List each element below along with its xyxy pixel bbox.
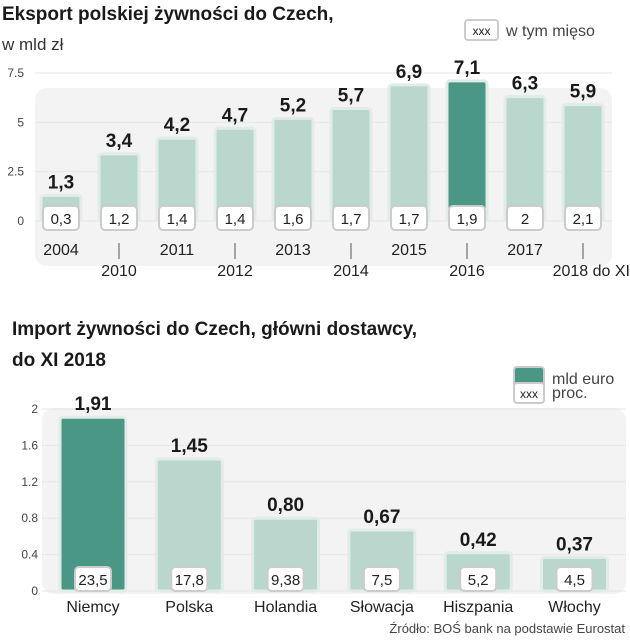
inner-value-label: 7,5 [371,572,392,589]
chart2-legend: mld euro xxx proc. [513,366,614,404]
inner-value-label: 1,7 [399,211,420,228]
y-tick-label: 0.8 [21,511,38,525]
bar-value-label: 0,80 [267,495,304,516]
inner-value-box [216,205,254,231]
bar-value-label: 1,91 [75,394,112,415]
legend-label-mld-euro: mld euro [552,371,614,388]
chart2-subtitle: do XI 2018 [12,350,106,371]
y-tick-label: 1.6 [21,438,38,452]
inner-value-box [170,566,209,592]
chart1-subtitle: w mld zł [1,35,64,54]
legend-box [464,19,499,41]
inner-value-label: 1,6 [283,211,304,228]
chart2-title: Import żywności do Czech, główni dostawc… [12,319,417,340]
chart1-title: Eksport polskiej żywności do Czech, [2,4,334,25]
inner-value-label: 5,2 [468,572,489,589]
x-category-label: 2012 [217,263,253,280]
bar-value-label: 7,1 [454,58,481,79]
inner-value-label: 17,8 [175,572,204,589]
y-tick-label: 5 [17,115,24,129]
inner-value-box [42,205,80,231]
x-category-label: Polska [165,599,213,616]
bar [329,107,373,223]
y-tick-label: 2.5 [7,165,24,179]
legend-box-text: xxx [473,24,491,38]
inner-value-label: 1,7 [341,211,362,228]
bar-value-label: 1,45 [171,436,208,457]
bar-value-label: 1,3 [48,172,74,193]
bar-value-label: 5,9 [570,82,596,103]
inner-value-box [459,566,498,592]
bar-value-label: 4,7 [222,105,248,126]
inner-value-box [555,566,594,592]
bar-value-label: 0,37 [556,534,593,555]
bar-value-label: 5,2 [280,95,306,116]
inner-value-box [274,205,312,231]
x-category-label: Włochy [548,599,600,616]
legend-box-proc [513,382,545,404]
x-category-label: 2010 [101,263,137,280]
x-category-label: 2016 [449,263,485,280]
inner-value-label: 1,4 [167,211,188,228]
x-category-label: Słowacja [350,599,414,616]
chart1-plot: 0 2.5 5 7.5 1,3 0,3 2004 3,4 1,2 2010 4,2 1,4 2011 4,… [7,58,630,280]
inner-value-box [266,566,305,592]
inner-value-label: 4,5 [564,572,585,589]
inner-value-box [448,205,486,231]
plot-background [42,408,626,594]
x-category-label: 2004 [43,242,79,259]
inner-value-label: 23,5 [78,572,107,589]
inner-value-label: 0,3 [51,211,72,228]
bar-value-label: 0,42 [460,530,497,551]
y-tick-label: 2 [31,402,38,416]
bar-value-label: 5,7 [338,86,364,107]
y-tick-label: 0 [17,214,24,228]
x-category-label: 2015 [391,242,427,259]
y-tick-label: 7.5 [7,66,24,80]
inner-value-box [332,205,370,231]
inner-value-box [506,205,544,231]
inner-value-box [390,205,428,231]
legend-box-text: xxx [520,387,538,401]
bar-value-label: 6,3 [512,74,538,95]
inner-value-box [564,205,602,231]
x-category-label: Niemcy [66,599,119,616]
x-category-label: 2014 [333,263,369,280]
x-category-label: Hiszpania [443,599,513,616]
y-tick-label: 1.2 [21,475,38,489]
x-category-label: Holandia [254,599,317,616]
bar-value-label: 0,67 [363,507,400,528]
bar [561,103,605,223]
legend-label: w tym mięso [505,23,595,40]
bar [503,95,547,223]
bar [445,79,489,223]
inner-value-label: 2,1 [573,211,594,228]
inner-value-label: 1,9 [457,211,478,228]
inner-value-box [362,566,401,592]
x-category-label: 2011 [160,242,195,259]
inner-value-box [158,205,196,231]
y-tick-label: 0 [31,584,38,598]
inner-value-label: 9,38 [271,572,300,589]
bar [58,415,128,593]
y-tick-label: 0.4 [21,548,38,562]
inner-value-label: 1,2 [109,211,130,228]
bar [387,83,431,223]
chart1-legend: xxx w tym mięso [464,19,595,41]
x-category-label: 2017 [507,242,543,259]
x-category-label: 2013 [275,242,311,259]
chart2-plot: 0 0.4 0.8 1.2 1.6 2 1,91 23,5 Niemcy 1,45 17,8 Pols… [21,394,626,616]
x-category-label: 2018 do XI [553,263,630,280]
bar-value-label: 3,4 [106,131,133,152]
inner-value-box [100,205,138,231]
inner-value-box [74,566,112,592]
source-note: Źródło: BOŚ bank na podstawie Eurostat [389,621,625,636]
bar-value-label: 4,2 [164,115,190,136]
bar-value-label: 6,9 [396,62,422,83]
inner-value-label: 1,4 [225,211,246,228]
legend-label-proc: proc. [552,385,588,402]
inner-value-label: 2 [521,211,529,228]
